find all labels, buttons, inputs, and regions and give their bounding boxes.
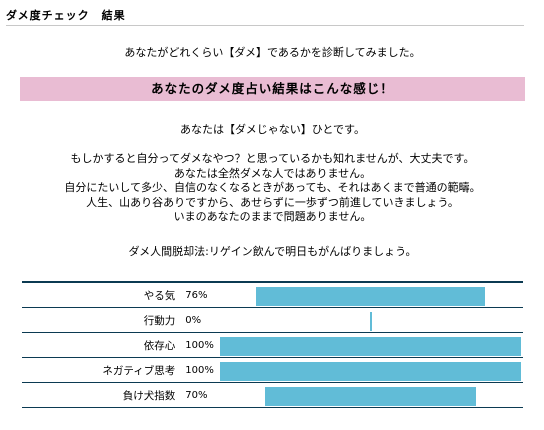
score-bar-cell xyxy=(219,382,523,408)
score-label: 行動力 xyxy=(22,307,182,333)
score-row: 行動力 0% xyxy=(22,307,523,333)
description-block: もしかすると自分ってダメなやつ？と思っているかも知れませんが、大丈夫です。 あな… xyxy=(20,152,525,225)
score-bar xyxy=(264,387,476,406)
score-label: ネガティブ思考 xyxy=(22,357,182,383)
description-line: いまのあなたのままで問題ありません。 xyxy=(173,210,372,224)
result-text: あなたは【ダメじゃない】ひとです。 xyxy=(180,123,365,136)
page-title: ダメ度チェック 結果 xyxy=(6,6,524,26)
score-row: ネガティブ思考 100% xyxy=(22,357,523,383)
score-row: 負け犬指数 70% xyxy=(22,382,523,408)
score-table: やる気 76% 行動力 0% 依存心 100% ネガティブ思考 100% 負け犬… xyxy=(22,281,523,408)
result-banner: あなたのダメ度占い結果はこんな感じ！ xyxy=(20,77,525,101)
score-bar xyxy=(219,337,521,356)
score-bar-cell xyxy=(219,307,523,333)
advice-text: ダメ人間脱却法:リゲイン飲んで明日もがんばりましょう。 xyxy=(128,245,417,258)
score-bar xyxy=(255,287,485,306)
score-percent: 70% xyxy=(181,382,220,408)
score-percent: 76% xyxy=(181,282,220,308)
score-label: 負け犬指数 xyxy=(22,382,182,408)
score-bar-cell xyxy=(219,357,523,383)
score-label: 依存心 xyxy=(22,332,182,358)
description-line: 自分にたいして多少、自信のなくなるときがあっても、それはあくまで普通の範疇。 xyxy=(64,181,481,195)
description-line: 人生、山あり谷ありですから、あせらずに一歩ずつ前進していきましょう。 xyxy=(86,195,459,209)
score-percent: 0% xyxy=(181,307,220,333)
intro-text: あなたがどれくらい【ダメ】であるかを診断してみました。 xyxy=(124,46,421,59)
score-row: 依存心 100% xyxy=(22,332,523,358)
score-bar xyxy=(219,362,521,381)
description-line: もしかすると自分ってダメなやつ？と思っているかも知れませんが、大丈夫です。 xyxy=(70,152,475,165)
score-label: やる気 xyxy=(22,282,182,308)
score-bar xyxy=(369,312,372,331)
description-line: あなたは全然ダメな人ではありません。 xyxy=(173,166,372,180)
score-bar-cell xyxy=(219,282,523,308)
score-percent: 100% xyxy=(181,332,220,358)
score-percent: 100% xyxy=(181,357,220,383)
score-row: やる気 76% xyxy=(22,282,523,308)
score-bar-cell xyxy=(219,332,523,358)
